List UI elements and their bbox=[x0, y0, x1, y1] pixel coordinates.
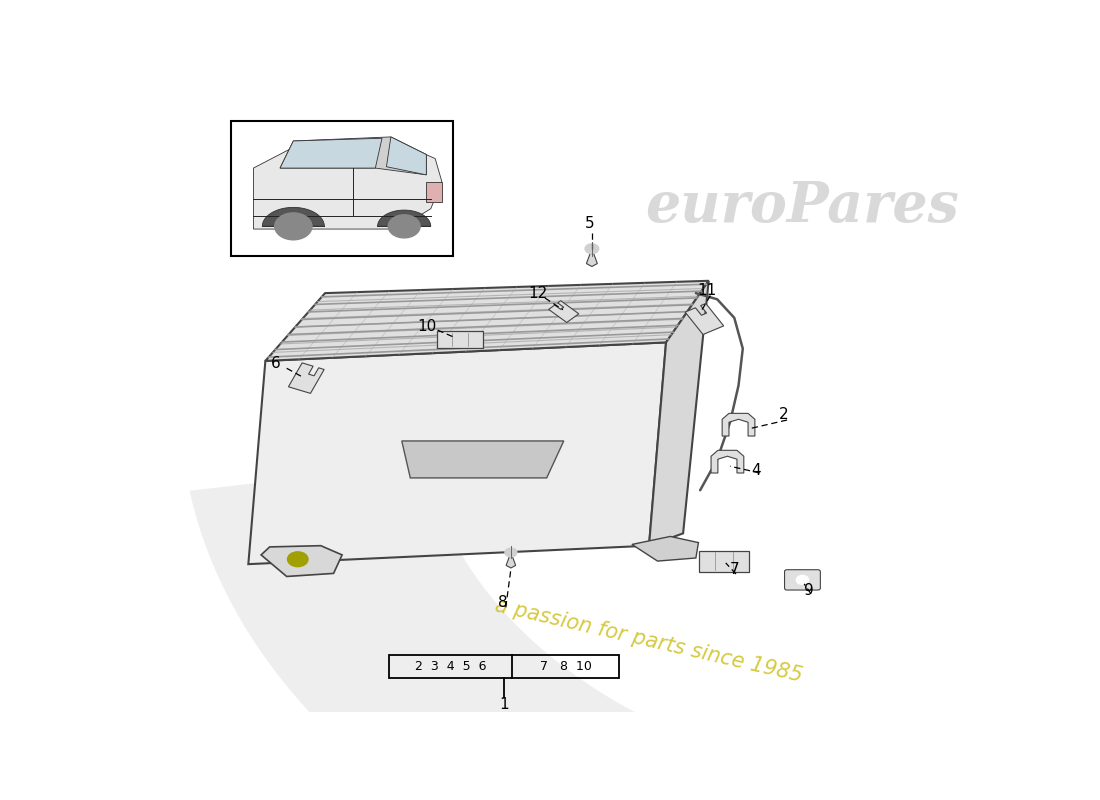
Polygon shape bbox=[280, 137, 427, 175]
Circle shape bbox=[275, 213, 312, 240]
Text: euroPares: euroPares bbox=[646, 179, 959, 234]
Polygon shape bbox=[253, 145, 442, 229]
Circle shape bbox=[796, 575, 808, 584]
Polygon shape bbox=[549, 301, 579, 322]
Text: 9: 9 bbox=[803, 582, 813, 598]
Text: 7: 7 bbox=[729, 562, 739, 577]
Text: 2  3  4  5  6: 2 3 4 5 6 bbox=[415, 660, 486, 673]
Polygon shape bbox=[280, 138, 382, 168]
Polygon shape bbox=[386, 137, 427, 175]
Polygon shape bbox=[649, 281, 708, 546]
Text: 7   8  10: 7 8 10 bbox=[540, 660, 592, 673]
Polygon shape bbox=[506, 553, 516, 568]
Polygon shape bbox=[586, 249, 597, 266]
Text: 10: 10 bbox=[418, 319, 437, 334]
Polygon shape bbox=[711, 450, 744, 473]
FancyBboxPatch shape bbox=[437, 330, 483, 348]
Polygon shape bbox=[261, 546, 342, 577]
FancyBboxPatch shape bbox=[700, 550, 749, 571]
Polygon shape bbox=[189, 464, 1100, 800]
FancyBboxPatch shape bbox=[231, 121, 453, 256]
Circle shape bbox=[287, 552, 308, 566]
Circle shape bbox=[585, 244, 598, 254]
Text: a passion for parts since 1985: a passion for parts since 1985 bbox=[493, 596, 805, 686]
Text: 12: 12 bbox=[528, 286, 548, 301]
Polygon shape bbox=[377, 210, 431, 226]
Polygon shape bbox=[249, 342, 666, 564]
Polygon shape bbox=[631, 537, 698, 561]
FancyBboxPatch shape bbox=[784, 570, 821, 590]
Polygon shape bbox=[685, 303, 724, 334]
Text: 2: 2 bbox=[779, 407, 789, 422]
Circle shape bbox=[505, 548, 517, 557]
Text: 4: 4 bbox=[750, 463, 760, 478]
Polygon shape bbox=[288, 363, 324, 394]
Polygon shape bbox=[262, 207, 324, 226]
Polygon shape bbox=[427, 182, 442, 202]
Polygon shape bbox=[402, 441, 563, 478]
Text: 1: 1 bbox=[499, 697, 509, 712]
Text: 5: 5 bbox=[584, 216, 594, 231]
Text: 6: 6 bbox=[271, 356, 281, 371]
Polygon shape bbox=[265, 281, 708, 361]
Text: 8: 8 bbox=[497, 595, 507, 610]
Circle shape bbox=[388, 215, 420, 238]
Text: 11: 11 bbox=[697, 282, 716, 298]
Polygon shape bbox=[722, 414, 755, 436]
